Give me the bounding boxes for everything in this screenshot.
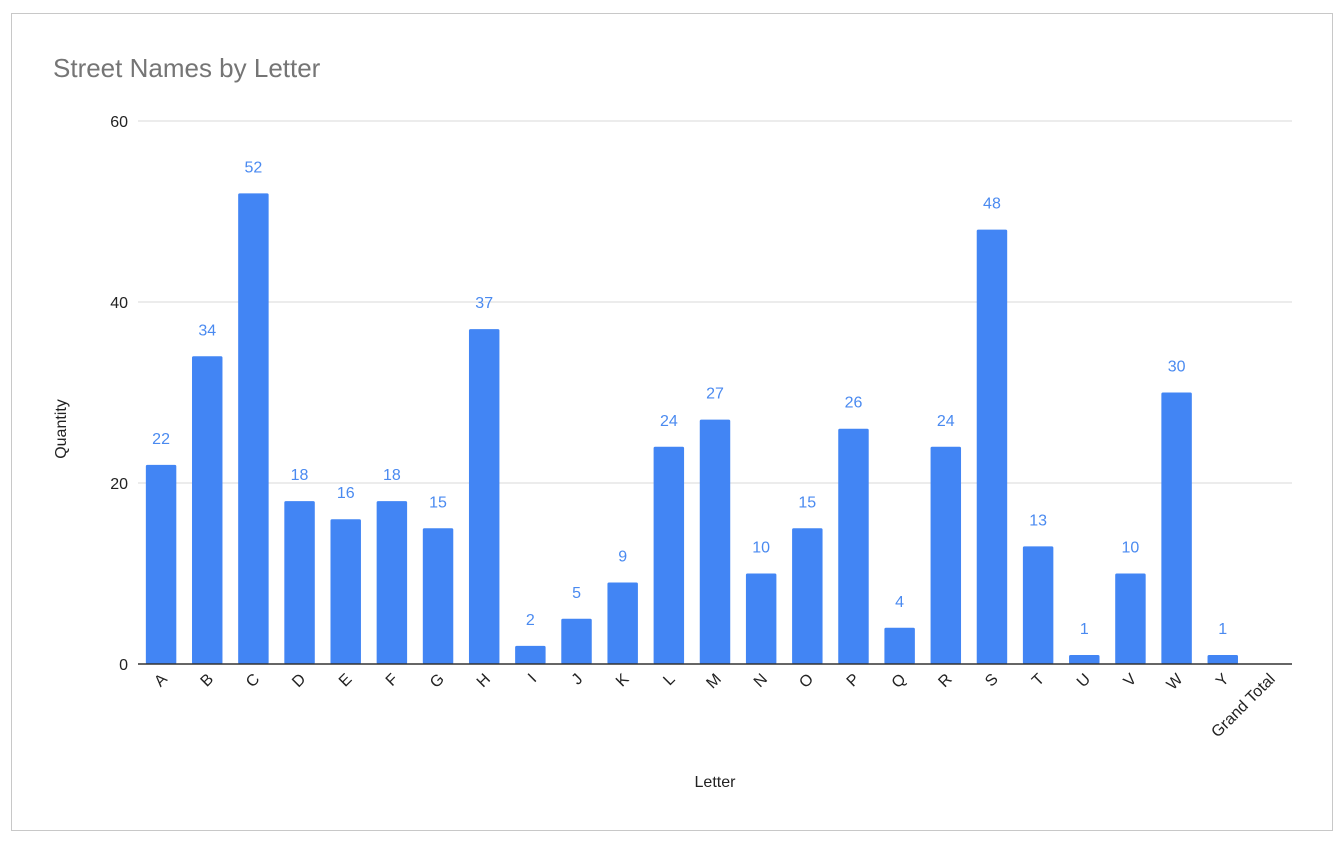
x-tick-label: T	[1029, 671, 1048, 690]
bar-n	[745, 573, 777, 664]
x-tick-label: G	[427, 671, 448, 692]
bar-h	[468, 329, 500, 664]
bar-s	[976, 229, 1008, 664]
y-tick-label: 40	[110, 295, 128, 312]
x-tick-label: U	[1074, 671, 1094, 691]
bar-p	[838, 428, 869, 664]
data-label: 5	[572, 585, 581, 602]
data-label: 18	[291, 467, 309, 484]
bar-d	[284, 501, 315, 664]
data-label: 2	[526, 612, 535, 629]
bar-f	[376, 501, 408, 664]
bar-q	[884, 627, 915, 664]
data-label: 10	[752, 540, 770, 557]
bar-j	[561, 618, 592, 664]
data-label: 27	[706, 386, 724, 403]
data-label: 30	[1168, 359, 1186, 376]
bar-i	[515, 645, 546, 664]
bar-w	[1161, 392, 1192, 664]
data-label: 52	[245, 159, 263, 176]
data-label: 48	[983, 196, 1001, 213]
x-tick-label: M	[703, 671, 724, 692]
y-axis-title: Quantity	[53, 399, 70, 459]
bar-a	[145, 464, 177, 664]
data-label: 24	[660, 413, 678, 430]
data-label: 22	[152, 431, 170, 448]
x-tick-label: J	[569, 671, 587, 689]
data-label: 37	[475, 295, 493, 312]
data-label: 1	[1080, 621, 1089, 638]
bar-c	[238, 193, 269, 664]
x-tick-label: O	[796, 671, 817, 692]
chart-frame	[11, 13, 1333, 831]
data-label: 4	[895, 594, 904, 611]
x-tick-label: P	[844, 671, 864, 691]
x-tick-label: N	[751, 671, 771, 691]
x-tick-label: B	[198, 671, 218, 691]
x-tick-label: D	[289, 671, 309, 691]
bar-g	[422, 528, 454, 664]
bar-l	[653, 446, 685, 664]
data-label: 34	[198, 322, 216, 339]
x-tick-label: R	[935, 671, 955, 691]
bar-r	[930, 446, 962, 664]
x-axis-title: Letter	[695, 774, 737, 791]
y-tick-label: 0	[119, 657, 128, 674]
bar-v	[1115, 573, 1146, 664]
bar-b	[192, 356, 223, 664]
y-tick-label: 60	[110, 114, 128, 131]
x-tick-label: K	[613, 671, 633, 691]
x-tick-label: Q	[889, 671, 910, 692]
data-label: 13	[1029, 512, 1047, 529]
x-tick-label: H	[474, 671, 494, 691]
x-tick-label: L	[660, 671, 678, 689]
x-tick-label: E	[336, 671, 356, 691]
x-tick-label: F	[383, 671, 402, 690]
x-tick-label: Y	[1213, 671, 1233, 691]
x-tick-label: W	[1164, 670, 1187, 693]
data-label: 10	[1122, 540, 1140, 557]
data-label: 16	[337, 485, 355, 502]
bar-k	[607, 582, 638, 664]
bar-u	[1069, 654, 1100, 664]
x-tick-label: S	[982, 671, 1002, 691]
data-label: 9	[618, 549, 627, 566]
x-tick-label: C	[243, 671, 263, 691]
x-tick-label: I	[525, 671, 540, 686]
bar-t	[1022, 546, 1054, 664]
data-label: 26	[845, 395, 863, 412]
x-tick-label: V	[1121, 671, 1141, 691]
data-label: 1	[1218, 621, 1227, 638]
bar-o	[792, 528, 823, 664]
x-tick-label: A	[151, 671, 171, 691]
chart-title: Street Names by Letter	[53, 53, 321, 83]
bar-m	[699, 419, 731, 664]
bar-y	[1207, 654, 1238, 664]
data-label: 15	[798, 494, 816, 511]
bar-e	[330, 519, 361, 664]
y-tick-label: 20	[110, 476, 128, 493]
data-label: 18	[383, 467, 401, 484]
data-label: 15	[429, 494, 447, 511]
data-label: 24	[937, 413, 955, 430]
